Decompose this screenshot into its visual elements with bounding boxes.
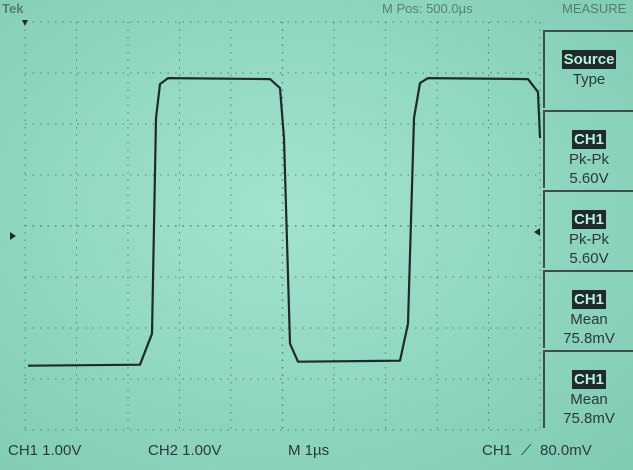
top-status-bar: Tek M Pos: 500.0µs MEASURE <box>0 0 633 18</box>
bottom-status-bar: CH1 1.00V CH2 1.00V M 1µs CH1 ⟋ 80.0mV <box>0 432 633 470</box>
menu-box-value: 75.8mV <box>563 330 615 347</box>
menu-box-label: CH1 <box>571 290 606 309</box>
trigger-source: CH1 <box>482 442 513 459</box>
menu-box-line1: Pk-Pk <box>568 151 609 168</box>
ch1-ground-marker <box>10 232 16 240</box>
trigger-status: Tek <box>2 1 24 16</box>
time-per-div: M 1µs <box>288 442 330 459</box>
trigger-level: 80.0mV <box>540 442 592 459</box>
menu-box-line1: Mean <box>570 391 608 408</box>
trigger-level-marker <box>534 228 540 236</box>
menu-box-label: Source <box>561 50 617 69</box>
menu-box-value: 75.8mV <box>563 410 615 427</box>
graticule <box>24 21 541 431</box>
menu-box-measurement-2[interactable]: CH1 Pk-Pk 5.60V <box>543 190 633 268</box>
trigger-position-marker <box>22 20 28 26</box>
menu-box-value: 5.60V <box>569 170 609 187</box>
menu-box-value: 5.60V <box>569 250 609 267</box>
menu-box-line1: Type <box>572 71 606 88</box>
menu-title: MEASURE <box>562 1 627 16</box>
ch1-volts-per-div: CH1 1.00V <box>8 442 82 459</box>
menu-box-line1: Pk-Pk <box>568 231 609 248</box>
ch2-volts-per-div: CH2 1.00V <box>148 442 222 459</box>
ch1-trace <box>27 76 542 367</box>
horizontal-position-readout: M Pos: 500.0µs <box>382 1 473 16</box>
menu-box-source[interactable]: Source Type <box>543 30 633 108</box>
menu-box-measurement-3[interactable]: CH1 Mean 75.8mV <box>543 270 633 348</box>
waveform-display <box>10 20 542 431</box>
measure-menu: Source Type CH1 Pk-Pk 5.60V CH1 Pk-Pk 5.… <box>543 30 633 430</box>
menu-box-label: CH1 <box>571 370 606 389</box>
trigger-slope-icon: ⟋ <box>521 442 532 459</box>
menu-box-line1: Mean <box>570 311 608 328</box>
menu-box-label: CH1 <box>571 130 606 149</box>
menu-box-measurement-4[interactable]: CH1 Mean 75.8mV <box>543 350 633 428</box>
menu-box-label: CH1 <box>571 210 606 229</box>
menu-box-measurement-1[interactable]: CH1 Pk-Pk 5.60V <box>543 110 633 188</box>
